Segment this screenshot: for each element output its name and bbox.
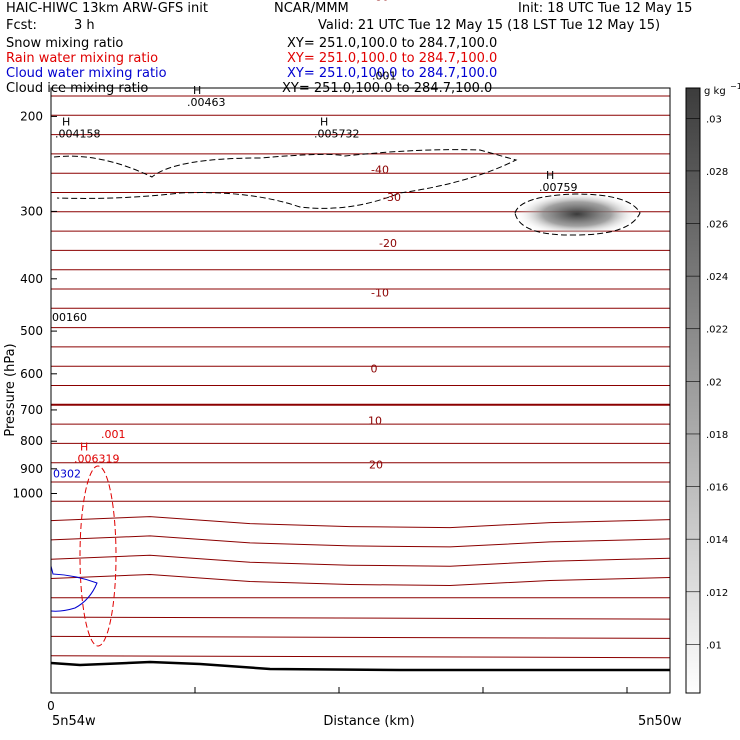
high-value-label: .00759 xyxy=(539,181,578,194)
cloud-water-contour xyxy=(50,565,98,612)
isotherm-label: 0 xyxy=(371,363,378,376)
org-label: NCAR/MMM xyxy=(274,1,349,16)
legend-cloud-water-xy: XY= 251.0,100.0 to 284.7,100.0 xyxy=(287,66,498,81)
y-tick-label: 900 xyxy=(20,462,43,476)
colorbar-tick-label: .022 xyxy=(706,325,728,336)
colorbar-fill xyxy=(685,87,701,694)
x-start-label: 5n54w xyxy=(52,714,96,729)
forecast-label: Fcst: xyxy=(6,18,37,33)
high-value-label: .004158 xyxy=(55,128,101,141)
colorbar-tick-label: .014 xyxy=(706,535,728,546)
contour-value-label: 4.53 xyxy=(52,0,77,2)
snow-contour xyxy=(53,149,518,209)
high-value-label: .00463 xyxy=(187,96,226,109)
legend-rain-label: Rain water mixing ratio xyxy=(6,51,159,66)
hydrometeor-contours xyxy=(50,149,641,647)
model-title: HAIC-HIWC 13km ARW-GFS init xyxy=(6,1,208,16)
isotherm-line xyxy=(50,516,671,529)
snow-maximum-shading xyxy=(515,192,639,236)
isotherm-label: -10 xyxy=(371,286,389,299)
contour-value-label: 00160 xyxy=(52,311,87,324)
plot-frame xyxy=(50,87,671,694)
terrain-line xyxy=(50,660,670,672)
x-axis-label: Distance (km) xyxy=(323,714,414,729)
colorbar: .01 .012 .014 .016 .018 .02 .022 .024 .026 .028 .0… xyxy=(685,82,740,694)
high-value-label: .006319 xyxy=(74,452,120,465)
isotherm-line xyxy=(50,535,671,548)
contour-value-label: .001 xyxy=(372,70,397,83)
legend-rain-xy: XY= 251.0,100.0 to 284.7,100.0 xyxy=(287,51,498,66)
colorbar-tick-label: .026 xyxy=(706,220,728,231)
init-time: Init: 18 UTC Tue 12 May 15 xyxy=(518,1,693,16)
y-axis: 1002003004005006007008009001000 xyxy=(12,109,57,501)
x-tick-label: 0 xyxy=(47,699,55,713)
legend-snow-xy: XY= 251.0,100.0 to 284.7,100.0 xyxy=(287,36,498,51)
contour-value-label: .001 xyxy=(101,428,126,441)
high-marker: H xyxy=(80,440,88,453)
colorbar-tick-label: .03 xyxy=(706,114,722,125)
rain-contour xyxy=(79,465,117,647)
extrema-marks: -80-83.49-40-30-20-1001020LH.004158H.004… xyxy=(52,0,578,481)
colorbar-tick-label: .018 xyxy=(706,430,728,441)
high-marker: H xyxy=(320,116,328,129)
isotherm-line xyxy=(50,616,671,620)
high-marker: H xyxy=(546,169,554,182)
high-marker: H xyxy=(62,116,70,129)
high-marker: H xyxy=(193,84,201,97)
colorbar-tick-label: .028 xyxy=(706,167,728,178)
legend-cloud-water-label: Cloud water mixing ratio xyxy=(6,66,167,81)
y-tick-label: 1000 xyxy=(12,487,43,501)
isotherm-label: -40 xyxy=(371,164,389,177)
legend-snow-label: Snow mixing ratio xyxy=(6,36,124,51)
y-tick-label: 700 xyxy=(20,403,43,417)
colorbar-tick-label: .016 xyxy=(706,483,728,494)
x-end-label: 5n50w xyxy=(638,714,682,729)
temperature-contours xyxy=(50,95,671,672)
forecast-hours: 3 h xyxy=(74,18,95,33)
colorbar-unit: g kg xyxy=(704,86,726,97)
isotherm-label: -30 xyxy=(383,191,401,204)
isotherm-line xyxy=(50,635,671,639)
colorbar-unit-exponent: −1 xyxy=(730,82,740,91)
y-axis-label: Pressure (hPa) xyxy=(3,343,18,436)
contour-value-label: 0302 xyxy=(53,468,81,481)
isotherm-line xyxy=(50,573,671,587)
y-tick-label: 800 xyxy=(20,434,43,448)
x-axis: 0 xyxy=(47,687,628,713)
isotherm-label: 10 xyxy=(368,415,382,428)
isotherm-line xyxy=(50,655,671,659)
colorbar-tick-label: .01 xyxy=(706,640,722,651)
y-tick-label: 200 xyxy=(20,109,43,123)
colorbar-tick-label: .024 xyxy=(706,272,728,283)
y-tick-label: 600 xyxy=(20,367,43,381)
colorbar-tick-label: .02 xyxy=(706,377,722,388)
y-tick-label: 500 xyxy=(20,324,43,338)
valid-time: Valid: 21 UTC Tue 12 May 15 (18 LST Tue … xyxy=(318,18,661,33)
colorbar-tick-label: .012 xyxy=(706,588,728,599)
snow-maximum-contour xyxy=(514,193,641,236)
y-tick-label: 300 xyxy=(20,204,43,218)
y-tick-label: 400 xyxy=(20,272,43,286)
high-value-label: .005732 xyxy=(314,128,360,141)
isotherm-label: 20 xyxy=(369,459,383,472)
isotherm-line xyxy=(50,554,671,567)
isotherm-label: -80 xyxy=(371,0,389,4)
isotherm-label: -20 xyxy=(379,237,397,250)
